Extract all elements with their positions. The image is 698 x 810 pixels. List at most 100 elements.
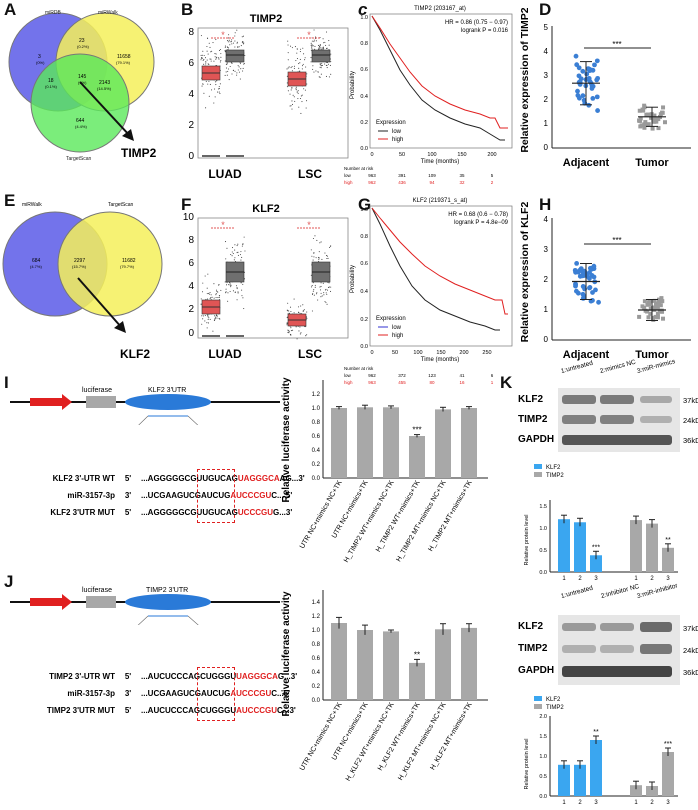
scatter-point <box>293 65 295 67</box>
scatter-point <box>226 247 228 249</box>
scatter-point <box>237 46 239 49</box>
scatter-point <box>237 65 239 67</box>
svg-text:6: 6 <box>188 58 194 69</box>
scatter-point <box>241 295 243 297</box>
svg-text:0.0: 0.0 <box>539 794 547 800</box>
scatter-point <box>231 39 233 41</box>
scatter-point <box>298 70 300 72</box>
bar-i-yticks: 0.0 0.2 0.4 0.6 0.8 1.0 1.2 <box>312 392 321 482</box>
bar-k2-legend-2: TIMP2 <box>546 705 564 711</box>
scatter-point <box>226 39 229 42</box>
scatter-point <box>287 302 289 304</box>
scatter-point <box>291 70 293 72</box>
sequence-prime: 3' <box>124 491 132 500</box>
svg-text:4: 4 <box>544 215 549 224</box>
km-g-hr: HR = 0.68 (0.6 − 0.78) <box>448 212 508 218</box>
scatter-point <box>224 281 226 283</box>
scatter-point <box>306 311 308 313</box>
scatter-point <box>318 251 320 253</box>
scatter-point <box>320 64 322 66</box>
scatter-point <box>201 56 203 59</box>
scatter-point <box>243 236 245 238</box>
adjacent-dot <box>587 265 593 271</box>
sequence-tail: C...5' <box>271 689 291 698</box>
scatter-point <box>286 75 288 77</box>
svg-text:100: 100 <box>413 350 422 356</box>
venn-a-count-1: 3 <box>38 54 41 60</box>
svg-text:1.0: 1.0 <box>312 628 321 634</box>
scatter-point <box>244 250 246 252</box>
scatter-point <box>325 292 327 294</box>
scatter-point <box>300 305 302 307</box>
dotplot-h-sig: *** <box>612 236 621 245</box>
boxplot-b: TIMP2 0 2 4 6 8 * * LUAD LSC <box>188 13 349 181</box>
scatter-point <box>318 76 320 78</box>
scatter-point <box>311 47 313 49</box>
scatter-point <box>322 38 324 40</box>
scatter-point <box>288 310 290 312</box>
venn-a-pct-3: (79.1%) <box>116 60 131 65</box>
scatter-point <box>313 41 315 43</box>
scatter-point <box>214 53 216 55</box>
svg-text:1.5: 1.5 <box>539 734 547 740</box>
scatter-point <box>210 51 212 53</box>
scatter-point <box>324 301 326 303</box>
construct-i-luc: luciferase <box>82 387 112 394</box>
svg-text:200: 200 <box>487 152 496 158</box>
bar <box>435 629 451 700</box>
scatter-point <box>236 288 238 290</box>
km-c-ylabel: Probability <box>350 71 356 99</box>
x-tick: 2 <box>650 800 654 806</box>
scatter-point <box>236 72 238 74</box>
sequence-tail: G...3' <box>277 672 298 681</box>
scatter-point <box>234 244 236 246</box>
bar <box>630 520 642 572</box>
scatter-point <box>208 63 210 65</box>
scatter-point <box>202 318 204 320</box>
scatter-point <box>320 47 322 49</box>
svg-text:35: 35 <box>459 173 465 178</box>
construct-j-luc: luciferase <box>82 587 112 594</box>
svg-text:150: 150 <box>436 350 445 356</box>
scatter-point <box>287 329 289 331</box>
scatter-point <box>242 297 244 299</box>
scatter-point <box>207 318 209 320</box>
bar-k1-ylabel: Relative protein level <box>524 514 530 565</box>
scatter-point <box>287 67 289 69</box>
scatter-point <box>325 75 327 78</box>
sequence-bases: ...AUCUCCCAGCUGGGU <box>141 672 237 681</box>
scatter-point <box>293 312 295 314</box>
scatter-point <box>238 71 240 73</box>
scatter-point <box>227 47 230 49</box>
scatter-point <box>320 296 322 298</box>
scatter-point <box>326 293 328 295</box>
scatter-point <box>311 310 313 312</box>
boxplot-b-title: TIMP2 <box>250 13 282 25</box>
scatter-point <box>242 70 244 72</box>
scatter-point <box>326 67 328 69</box>
km-c-legend-low: low <box>392 129 402 135</box>
tumor-square <box>661 316 666 321</box>
tumor-square <box>659 296 664 301</box>
sequence-row: miR-3157-3p 3' ...UCGAAGUCGAUCUGAUCCCGUC..… <box>22 491 292 500</box>
sequence-prime: 5' <box>124 706 132 715</box>
km-g-risk-title: Number at risk <box>344 366 374 371</box>
scatter-point <box>294 46 296 48</box>
tumor-square <box>642 105 647 110</box>
scatter-point <box>228 34 230 36</box>
svg-text:1.0: 1.0 <box>539 526 547 532</box>
scatter-point <box>218 49 221 51</box>
scatter-point <box>319 66 321 68</box>
svg-text:0.8: 0.8 <box>360 41 368 47</box>
scatter-point <box>327 257 329 259</box>
svg-text:0.8: 0.8 <box>312 642 321 648</box>
panel-b-label: B <box>181 0 194 19</box>
tumor-square <box>661 105 666 110</box>
scatter-point <box>304 89 306 91</box>
bar-k2-legend-1: KLF2 <box>546 697 561 703</box>
tumor-square <box>652 119 657 124</box>
svg-text:0.8: 0.8 <box>360 234 368 240</box>
scatter-point <box>320 241 322 243</box>
venn-a-pct-5: (1%) <box>78 80 87 85</box>
panel-i-label: I <box>4 373 9 392</box>
